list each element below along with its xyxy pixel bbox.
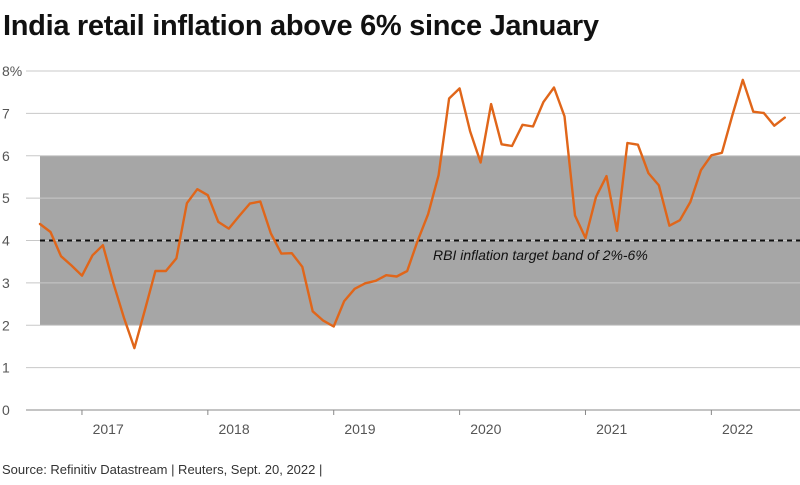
y-tick-label: 7 [2,105,10,121]
y-tick-label: 1 [2,360,10,376]
source-note: Source: Refinitiv Datastream | Reuters, … [2,462,323,477]
y-tick-label: 6 [2,148,10,164]
y-tick-label: 5 [2,190,10,206]
y-tick-label: 4 [2,233,10,249]
x-tick-label: 2020 [470,421,501,437]
chart-title: India retail inflation above 6% since Ja… [3,10,599,42]
x-tick-label: 2022 [722,421,753,437]
chart-area: 0 1 2 3 4 5 6 7 8% 2017 2018 2019 2020 2021 2022 RBI in… [0,55,800,445]
x-tick-label: 2018 [218,421,249,437]
band-annotation: RBI inflation target band of 2%-6% [433,247,648,263]
y-tick-label: 3 [2,275,10,291]
y-tick-label: 0 [2,402,10,418]
inflation-line [38,78,786,350]
y-tick-label: 2 [2,317,10,333]
x-tick-label: 2021 [596,421,627,437]
x-tick-label: 2019 [344,421,375,437]
y-tick-label: 8% [2,63,22,79]
line-chart: 0 1 2 3 4 5 6 7 8% 2017 2018 2019 2020 2021 2022 RBI in… [2,63,800,437]
x-tick-label: 2017 [93,421,124,437]
